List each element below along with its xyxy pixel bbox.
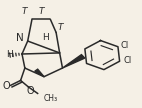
Text: T: T (38, 7, 44, 16)
Text: H: H (42, 33, 49, 42)
Text: Cl: Cl (124, 56, 132, 65)
Text: CH₃: CH₃ (44, 94, 58, 103)
Text: T: T (22, 7, 28, 16)
Text: O: O (3, 81, 10, 91)
Text: T: T (58, 22, 63, 32)
Text: Cl: Cl (121, 41, 129, 50)
Text: N: N (16, 33, 24, 43)
Text: H: H (6, 50, 13, 59)
Polygon shape (35, 69, 44, 77)
Polygon shape (62, 55, 85, 68)
Text: O: O (26, 86, 34, 96)
